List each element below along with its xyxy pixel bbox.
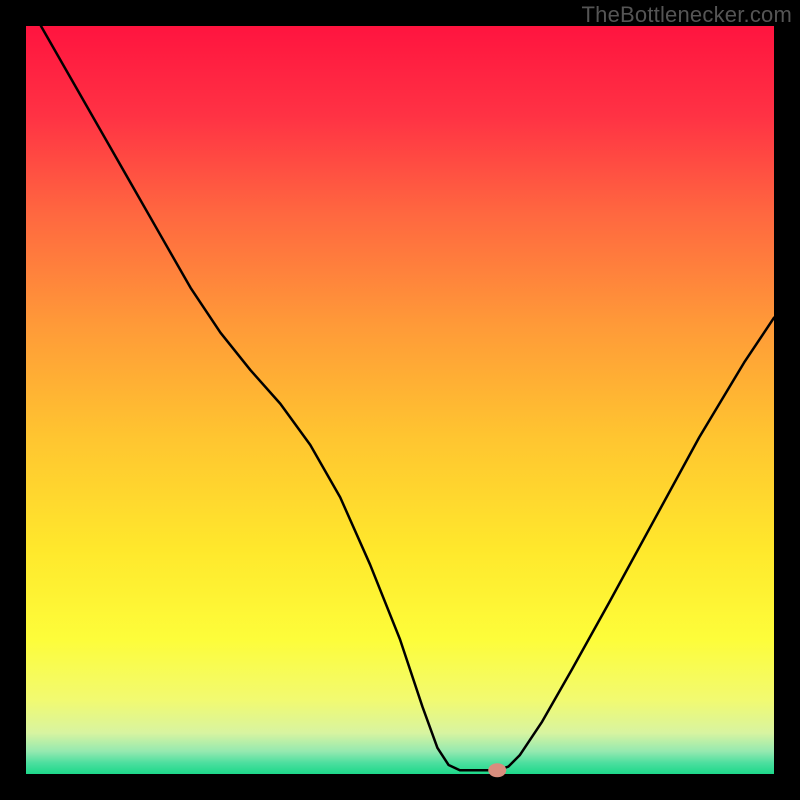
chart-svg [0,0,800,800]
watermark-text: TheBottlenecker.com [582,2,792,28]
optimal-point-marker [488,763,506,777]
chart-plot-background [26,26,774,774]
bottleneck-chart [0,0,800,800]
